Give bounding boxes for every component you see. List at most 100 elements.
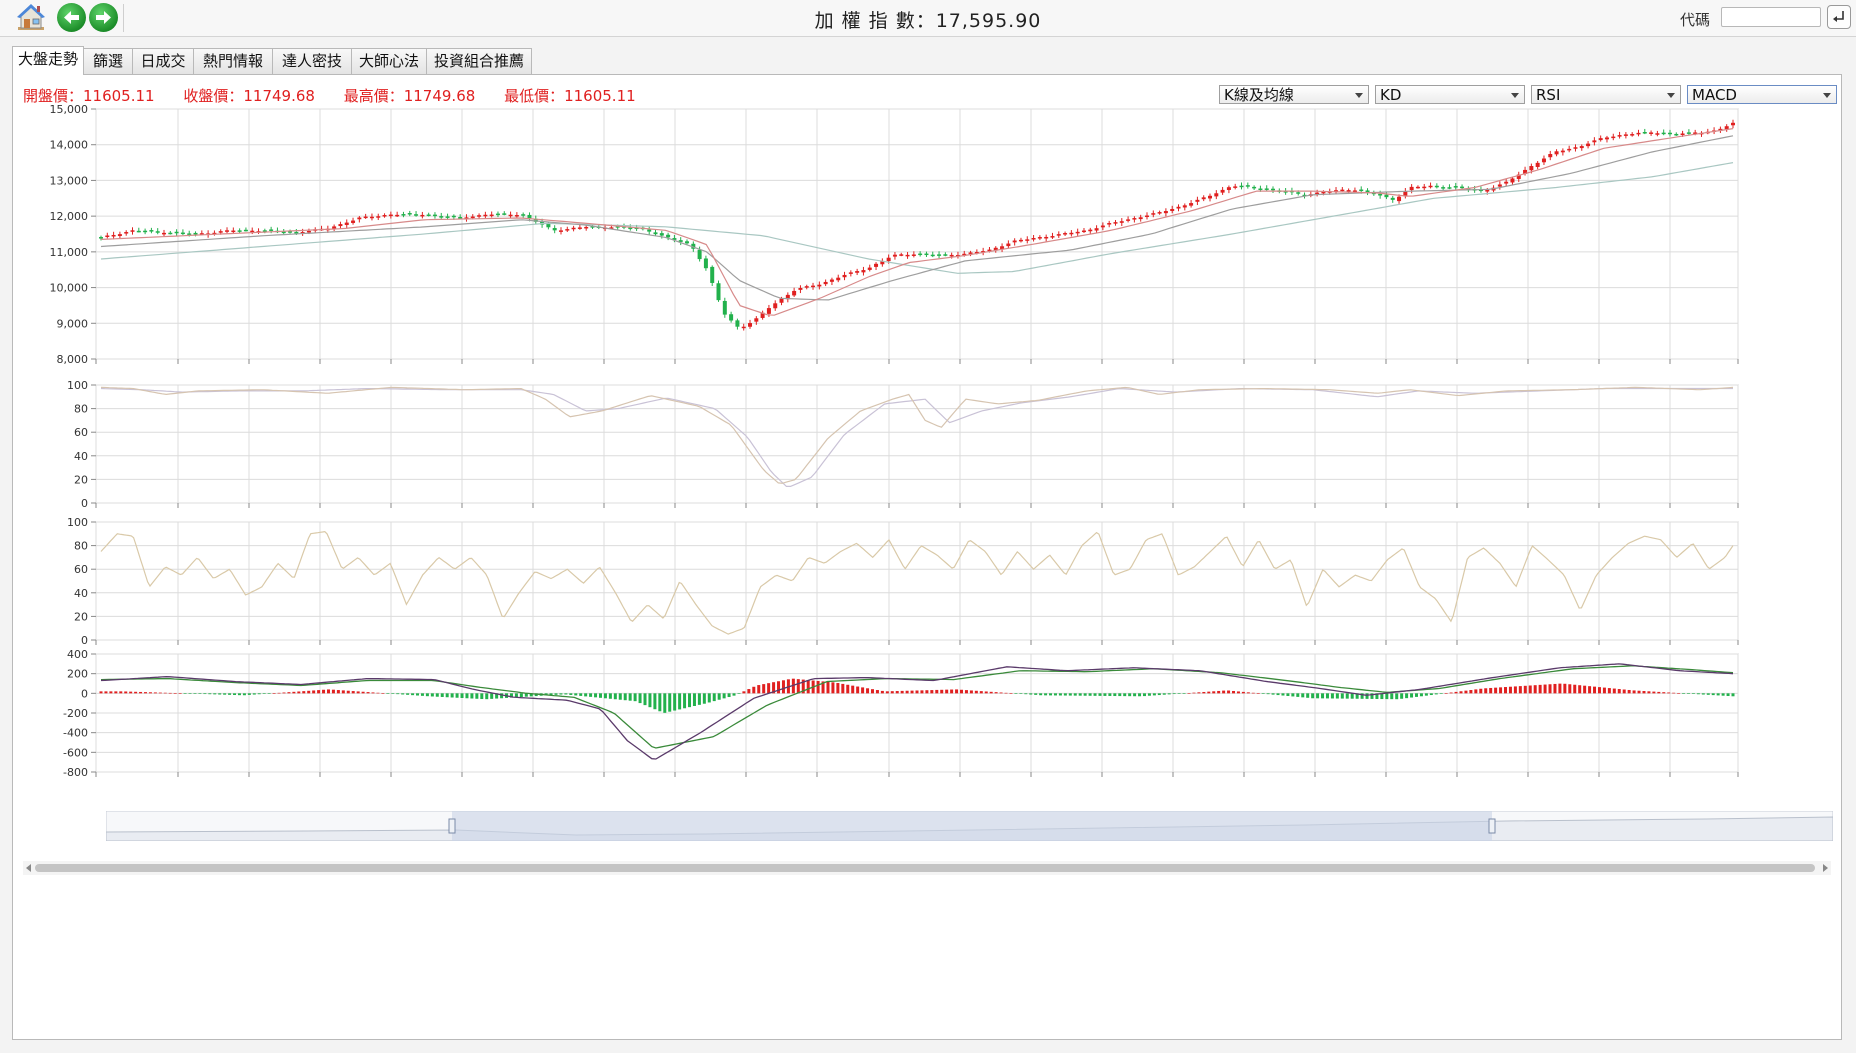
macd-bar: [1009, 693, 1013, 694]
candle-body: [773, 303, 778, 309]
candle-body: [162, 232, 167, 235]
candle-body: [1189, 203, 1194, 206]
candle-body: [558, 230, 563, 232]
y-tick-label: -600: [63, 746, 88, 759]
candle-body: [174, 231, 179, 234]
indicator-select-rsi[interactable]: RSI: [1531, 85, 1681, 104]
scroll-thumb[interactable]: [35, 864, 1815, 872]
enter-button[interactable]: [1827, 5, 1851, 29]
candle-body: [306, 230, 311, 233]
macd-bar: [401, 693, 405, 695]
macd-bar: [559, 693, 563, 695]
macd-bar: [623, 693, 627, 701]
candle-body: [1415, 186, 1420, 189]
indicator-select-kd[interactable]: KD: [1375, 85, 1525, 104]
macd-bar: [1617, 689, 1621, 694]
navigator-selection[interactable]: [452, 811, 1492, 841]
macd-bar: [712, 693, 716, 702]
chart-pane-4: 400 200 0 -200 -400 -600 -800: [63, 648, 1739, 779]
macd-bar: [242, 693, 246, 696]
quote-row: 開盤價：11605.11 收盤價：11749.68 最高價：11749.68 最…: [23, 85, 660, 106]
macd-bar: [139, 691, 143, 694]
candle-body: [1359, 189, 1364, 192]
navigator-handle-left[interactable]: [448, 818, 456, 834]
macd-bar: [1424, 693, 1428, 696]
select-value: RSI: [1536, 86, 1561, 104]
macd-bar: [806, 680, 810, 694]
tab-master-mindset[interactable]: 大師心法: [351, 48, 427, 74]
candle-body: [1296, 192, 1301, 194]
candle-body: [1056, 234, 1061, 236]
navigator-handle-right[interactable]: [1488, 818, 1496, 834]
candle-body: [1478, 189, 1483, 192]
macd-bar: [336, 690, 340, 694]
candle-body: [1604, 137, 1609, 140]
macd-bar: [326, 689, 330, 694]
home-button[interactable]: [15, 2, 47, 33]
candle-body: [1529, 166, 1534, 171]
tab-daily-trade[interactable]: 日成交: [132, 48, 194, 74]
candle-body: [300, 232, 305, 234]
candle-body: [1428, 185, 1433, 188]
indicator-select-kline[interactable]: K線及均線: [1219, 85, 1369, 104]
tab-expert-tricks[interactable]: 達人密技: [272, 48, 352, 74]
macd-bar: [509, 693, 513, 698]
candle-body: [1409, 186, 1414, 191]
macd-bar: [653, 693, 657, 710]
macd-bar: [1301, 693, 1305, 698]
candle-body: [1731, 122, 1735, 126]
macd-bar: [1667, 692, 1671, 694]
high-price: 最高價：11749.68: [343, 87, 476, 105]
candle-body: [981, 251, 986, 253]
macd-bar: [411, 693, 415, 696]
rsi-line: [100, 530, 1734, 635]
macd-bar: [1222, 690, 1226, 694]
macd-bar: [1543, 684, 1547, 694]
back-button[interactable]: [57, 3, 86, 32]
tab-screening[interactable]: 篩選: [83, 48, 133, 74]
tab-market-trend[interactable]: 大盤走勢: [12, 46, 84, 75]
y-tick-label: 400: [67, 648, 88, 661]
horizontal-scrollbar[interactable]: [23, 861, 1831, 875]
macd-bar: [519, 693, 523, 698]
macd-bar: [1192, 692, 1196, 694]
macd-bar: [1266, 693, 1270, 695]
candle-body: [1050, 236, 1055, 238]
candle-body: [811, 285, 816, 288]
candle-body: [369, 216, 374, 219]
candle-body: [697, 249, 702, 260]
macd-bar: [673, 693, 677, 711]
macd-bar: [1063, 693, 1067, 696]
macd-bar: [628, 693, 632, 701]
macd-bar: [420, 693, 424, 696]
y-tick-label: 20: [74, 610, 88, 623]
candle-body: [1693, 132, 1698, 134]
indicator-select-macd[interactable]: MACD: [1687, 85, 1837, 104]
macd-bar: [1573, 684, 1577, 694]
scroll-left-icon[interactable]: [26, 864, 31, 872]
code-label: 代碼: [1680, 11, 1711, 29]
forward-button[interactable]: [89, 3, 118, 32]
macd-bar: [1281, 693, 1285, 696]
candle-body: [1504, 181, 1509, 184]
code-input[interactable]: [1721, 7, 1821, 27]
tab-hot-info[interactable]: 熱門情報: [193, 48, 273, 74]
candle-body: [766, 308, 771, 314]
y-tick-label: 60: [74, 426, 88, 439]
candle-body: [735, 320, 740, 327]
range-navigator[interactable]: [106, 811, 1833, 841]
macd-bar: [762, 684, 766, 694]
pane-frame: [95, 108, 1739, 360]
macd-bar: [796, 679, 800, 694]
macd-bar: [1316, 693, 1320, 699]
macd-bar: [317, 690, 321, 694]
scroll-right-icon[interactable]: [1823, 864, 1828, 872]
macd-bar: [1538, 684, 1542, 694]
macd-bar: [247, 693, 251, 695]
candle-body: [880, 260, 885, 265]
macd-bar: [880, 690, 884, 694]
tab-portfolio-recommend[interactable]: 投資組合推薦: [426, 48, 532, 74]
candle-body: [407, 213, 412, 215]
macd-bar: [178, 693, 182, 694]
macd-bar: [791, 678, 795, 694]
